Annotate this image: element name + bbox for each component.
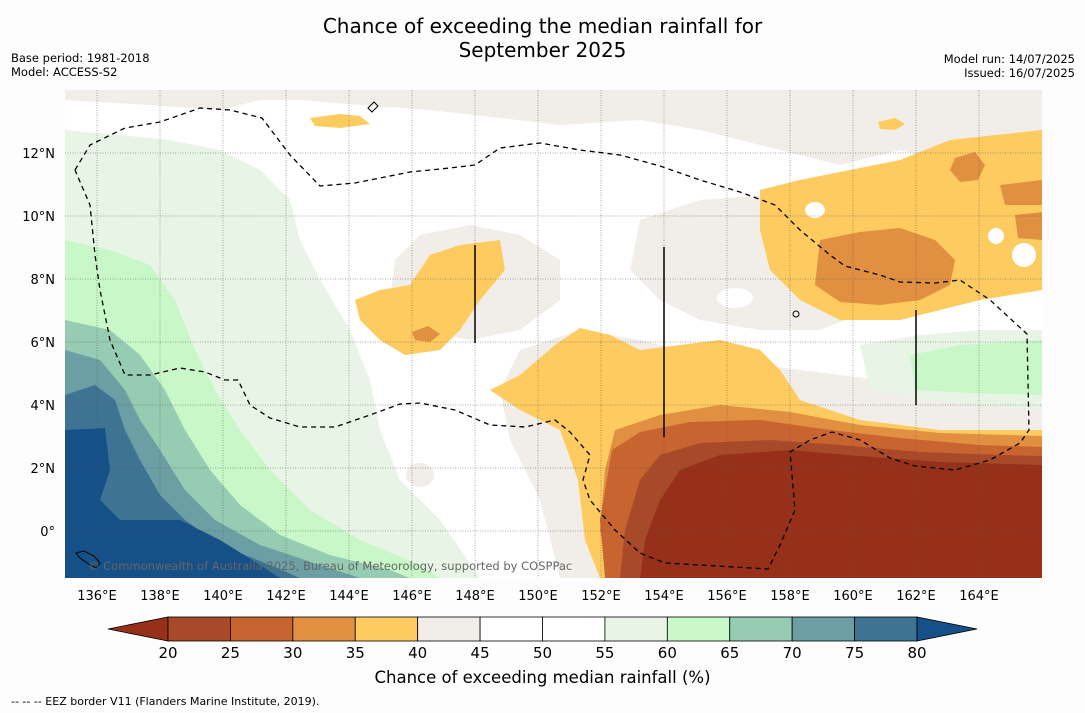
eez-legend-note: -- -- -- EEZ border V11 (Flanders Marine… — [11, 695, 320, 708]
field-30-35 — [412, 326, 440, 342]
colorbar-tick-label: 40 — [408, 644, 427, 662]
colorbar-tick-label: 75 — [845, 644, 864, 662]
colorbar-segment — [854, 616, 918, 642]
title-line-2: September 2025 — [458, 38, 627, 62]
colorbar-under-arrow — [107, 616, 169, 642]
colorbar-segment — [230, 616, 294, 642]
field-45-55 — [435, 364, 485, 392]
colorbar-segment — [791, 616, 855, 642]
colorbar-tick-label: 30 — [283, 644, 302, 662]
field-35-40 — [310, 114, 370, 128]
longitude-label: 148°E — [455, 589, 495, 604]
colorbar-segment — [354, 616, 419, 642]
longitude-label: 160°E — [833, 589, 873, 604]
field-45-55 — [1012, 243, 1036, 267]
colorbar-tick-label: 50 — [533, 644, 552, 662]
longitude-label: 150°E — [518, 589, 558, 604]
field-above-80 — [65, 428, 280, 578]
colorbar-segment — [167, 616, 231, 642]
longitude-label: 144°E — [329, 589, 369, 604]
field-35-40 — [355, 240, 505, 355]
colorbar-tick-label: 60 — [658, 644, 677, 662]
longitude-labels: 136°E 138°E 140°E 142°E 144°E 146°E 148°E 150°E… — [77, 589, 999, 604]
longitude-label: 142°E — [266, 589, 306, 604]
latitude-labels: 12°N 10°N 8°N 6°N 4°N 2°N 0° — [22, 147, 55, 540]
latitude-label: 2°N — [31, 462, 56, 477]
latitude-label: 12°N — [22, 147, 55, 162]
colorbar-segment — [542, 616, 606, 642]
model-run-date: Model run: 14/07/2025 — [943, 52, 1075, 66]
colorbar-tick-label: 80 — [907, 644, 926, 662]
title-line-1: Chance of exceeding the median rainfall … — [322, 14, 763, 38]
colorbar-segment — [604, 616, 668, 642]
colorbar-label: Chance of exceeding median rainfall (%) — [374, 668, 711, 687]
eez-border — [74, 107, 1030, 570]
map-title: Chance of exceeding the median rainfall … — [0, 14, 1085, 62]
colorbar-tick-label: 35 — [346, 644, 365, 662]
island-outline — [367, 101, 379, 113]
longitude-label: 158°E — [770, 589, 810, 604]
colorbar-tick-label: 70 — [783, 644, 802, 662]
colorbar-tick-label: 45 — [471, 644, 490, 662]
longitude-label: 138°E — [140, 589, 180, 604]
colorbar-over-arrow — [916, 616, 978, 642]
longitude-label: 164°E — [959, 589, 999, 604]
issued-date: Issued: 16/07/2025 — [964, 66, 1075, 80]
field-60-65 — [910, 340, 1042, 395]
colorbar-tick-label: 55 — [595, 644, 614, 662]
field-30-35 — [815, 228, 955, 305]
colorbar-segment — [666, 616, 731, 642]
colorbar-segment — [729, 616, 793, 642]
longitude-label: 140°E — [203, 589, 243, 604]
longitude-label: 154°E — [644, 589, 684, 604]
coastline — [75, 550, 101, 569]
latitude-label: 8°N — [31, 273, 56, 288]
field-below-20 — [640, 450, 1042, 578]
field-45-55 — [988, 228, 1004, 244]
colorbar: 20 25 30 35 40 45 50 55 60 65 70 75 80 — [107, 616, 978, 662]
field-30-35 — [950, 152, 985, 182]
run-info: Model run: 14/07/2025 Issued: 16/07/2025 — [944, 52, 1075, 80]
field-45-55 — [717, 288, 753, 308]
longitude-label: 156°E — [707, 589, 747, 604]
longitude-label: 152°E — [581, 589, 621, 604]
latitude-label: 10°N — [22, 210, 55, 225]
copyright-notice: © Commonwealth of Australia 2025, Bureau… — [88, 559, 572, 573]
colorbar-tick-label: 65 — [720, 644, 739, 662]
base-period: Base period: 1981-2018 — [11, 51, 150, 65]
map-fields — [65, 90, 1042, 578]
model-name: Model: ACCESS-S2 — [11, 65, 118, 79]
colorbar-tick-label: 25 — [221, 644, 240, 662]
longitude-label: 146°E — [392, 589, 432, 604]
field-30-35 — [1000, 180, 1042, 205]
island-outline — [792, 310, 800, 318]
colorbar-segment — [292, 616, 356, 642]
longitude-label: 136°E — [77, 589, 117, 604]
latitude-label: 0° — [40, 525, 55, 540]
field-30-35 — [1015, 212, 1042, 240]
latitude-label: 4°N — [31, 399, 56, 414]
latitude-label: 6°N — [31, 336, 56, 351]
field-40-45 — [65, 90, 1042, 170]
colorbar-segment — [479, 616, 543, 642]
graticule — [65, 90, 1042, 578]
colorbar-tick-label: 20 — [158, 644, 177, 662]
longitude-label: 162°E — [896, 589, 936, 604]
field-40-45 — [406, 463, 434, 487]
field-45-55 — [805, 202, 825, 218]
model-info: Base period: 1981-2018 Model: ACCESS-S2 — [11, 51, 150, 79]
colorbar-segment — [417, 616, 481, 642]
field-35-40 — [878, 118, 905, 130]
